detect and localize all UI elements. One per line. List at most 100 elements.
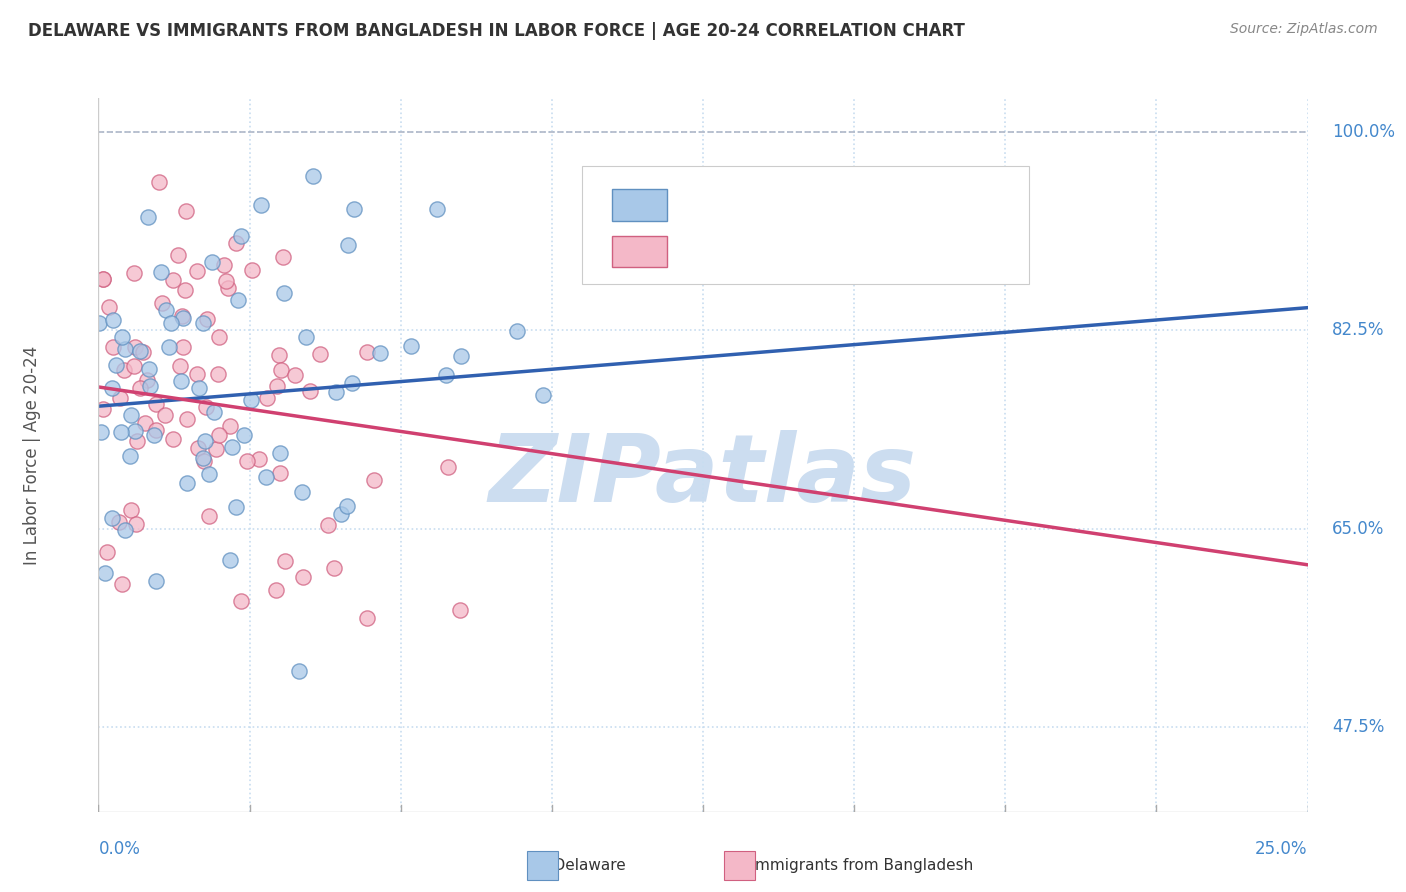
Point: [94, 566, 117, 580]
Point: [330, 508, 353, 522]
Point: [449, 603, 471, 617]
Point: [229, 594, 252, 608]
Point: [292, 569, 315, 583]
Point: [208, 329, 231, 343]
Text: 25.0%: 25.0%: [1256, 840, 1308, 858]
Point: [264, 582, 287, 597]
Point: [247, 451, 270, 466]
Point: [120, 449, 142, 463]
Point: [150, 265, 173, 279]
Point: [336, 499, 359, 513]
Point: [87, 316, 110, 330]
Point: [129, 381, 152, 395]
Text: In Labor Force | Age 20-24: In Labor Force | Age 20-24: [22, 345, 41, 565]
Point: [271, 250, 294, 264]
Point: [269, 446, 291, 460]
Point: [219, 552, 242, 566]
Point: [155, 409, 177, 423]
Point: [267, 348, 290, 362]
Point: [291, 485, 314, 500]
Point: [240, 263, 263, 277]
Point: [132, 345, 155, 359]
Point: [176, 412, 198, 426]
Point: [138, 362, 160, 376]
Point: [194, 434, 217, 448]
Text: Source: ZipAtlas.com: Source: ZipAtlas.com: [1230, 22, 1378, 37]
Point: [129, 344, 152, 359]
Point: [194, 400, 217, 414]
Point: [170, 309, 193, 323]
Point: [159, 316, 181, 330]
Point: [124, 266, 146, 280]
Point: [162, 432, 184, 446]
Point: [325, 384, 347, 399]
Point: [204, 442, 226, 457]
Point: [186, 367, 208, 381]
Point: [148, 175, 170, 189]
Point: [273, 286, 295, 301]
Point: [219, 418, 242, 433]
Point: [145, 397, 167, 411]
Point: [301, 169, 323, 183]
Point: [212, 258, 235, 272]
Point: [91, 402, 114, 417]
Point: [98, 300, 121, 314]
Point: [172, 340, 194, 354]
Text: 47.5%: 47.5%: [1331, 718, 1384, 736]
Point: [356, 611, 378, 625]
Point: [506, 324, 529, 338]
Point: [124, 340, 146, 354]
Point: [125, 516, 148, 531]
FancyBboxPatch shape: [612, 235, 666, 268]
Point: [96, 545, 118, 559]
Point: [221, 440, 243, 454]
Point: [370, 345, 392, 359]
Point: [266, 379, 288, 393]
Point: [191, 317, 214, 331]
Point: [226, 293, 249, 307]
Point: [295, 330, 318, 344]
Point: [225, 236, 247, 251]
Point: [108, 391, 131, 405]
Point: [101, 510, 124, 524]
Point: [145, 574, 167, 589]
Point: [450, 349, 472, 363]
Point: [124, 424, 146, 438]
Point: [173, 283, 195, 297]
Point: [399, 339, 422, 353]
FancyBboxPatch shape: [612, 189, 666, 221]
Text: 100.0%: 100.0%: [1331, 123, 1395, 141]
Point: [201, 255, 224, 269]
Point: [169, 359, 191, 373]
Point: [207, 367, 229, 381]
Point: [250, 198, 273, 212]
Point: [108, 515, 131, 529]
Text: R = -0.284   N = 73: R = -0.284 N = 73: [679, 243, 886, 260]
Point: [288, 664, 311, 678]
Point: [437, 459, 460, 474]
Point: [125, 434, 148, 448]
Point: [434, 368, 457, 383]
FancyBboxPatch shape: [582, 166, 1029, 284]
Point: [208, 427, 231, 442]
Point: [111, 576, 134, 591]
Point: [91, 272, 114, 286]
Point: [217, 281, 239, 295]
Point: [198, 467, 221, 482]
Point: [236, 453, 259, 467]
Point: [724, 174, 747, 188]
Point: [323, 560, 346, 574]
Point: [337, 238, 360, 252]
Point: [122, 359, 145, 373]
Text: R =  0.145   N = 63: R = 0.145 N = 63: [679, 196, 886, 214]
Text: Immigrants from Bangladesh: Immigrants from Bangladesh: [731, 858, 973, 872]
Point: [103, 340, 125, 354]
Point: [270, 363, 292, 377]
Point: [342, 376, 364, 390]
Point: [308, 347, 330, 361]
Point: [172, 311, 194, 326]
Point: [114, 343, 136, 357]
Point: [157, 339, 180, 353]
Point: [104, 358, 127, 372]
Point: [356, 345, 378, 359]
